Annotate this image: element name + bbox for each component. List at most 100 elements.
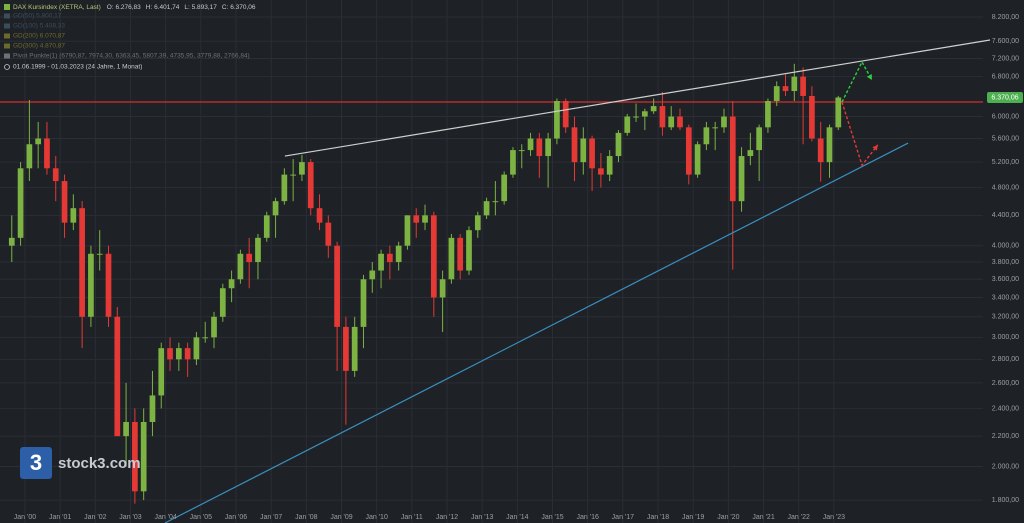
y-tick-label: 2.000,00: [992, 463, 1019, 470]
candle-body: [96, 253, 103, 255]
candle-body: [351, 326, 358, 371]
candle-body: [307, 162, 314, 209]
candle-body: [149, 395, 156, 422]
candle-body: [52, 168, 59, 182]
candle-body: [668, 116, 675, 128]
candle-body: [325, 222, 332, 246]
x-tick-label: Jan '01: [49, 514, 71, 521]
candle-body: [765, 100, 771, 128]
candle-body: [826, 127, 833, 163]
candle-body: [17, 168, 24, 238]
x-tick-label: Jan '09: [330, 514, 352, 521]
grid: [0, 0, 983, 523]
candle-body: [70, 208, 77, 223]
candle-body: [439, 279, 446, 298]
candle-body: [167, 348, 173, 360]
x-tick-label: Jan '16: [577, 514, 599, 521]
arrow: [841, 101, 879, 167]
candle-body: [598, 168, 604, 175]
y-tick-label: 3.000,00: [992, 334, 1019, 341]
candle-body: [712, 127, 719, 129]
candle-body: [580, 138, 587, 163]
candle-body: [703, 127, 710, 145]
y-tick-label: 1.800,00: [992, 497, 1019, 504]
x-tick-label: Jan '04: [154, 514, 176, 521]
x-tick-label: Jan '14: [506, 514, 528, 521]
x-tick-label: Jan '08: [295, 514, 317, 521]
indicator-swatch: [4, 53, 10, 59]
candle-body: [123, 421, 129, 437]
clock-icon: [4, 64, 10, 70]
candle-body: [677, 116, 683, 128]
x-tick-label: Jan '17: [612, 514, 634, 521]
y-tick-label: 6.000,00: [992, 113, 1019, 120]
indicator-swatch: [4, 33, 10, 39]
candle-body: [606, 156, 613, 175]
candle-body: [255, 237, 261, 263]
candle-body: [659, 106, 666, 128]
header-title: DAX Kursindex (XETRA, Last): [13, 4, 101, 11]
candle-body: [413, 215, 420, 223]
candle-body: [219, 288, 226, 317]
y-tick-label: 3.200,00: [992, 314, 1019, 321]
candle-body: [773, 86, 780, 101]
y-tick-label: 6.800,00: [992, 74, 1019, 81]
indicator-text: Pivot Punkte(1) (6790,87, 7974,30, 6363,…: [13, 53, 250, 60]
x-tick-label: Jan '23: [823, 514, 845, 521]
ohlc-value: H: 6.401,74: [146, 4, 180, 11]
header: DAX Kursindex (XETRA, Last) GD(50) 5.800…: [4, 4, 250, 71]
watermark: 3 stock3.com: [20, 447, 141, 479]
watermark-text: stock3.com: [58, 455, 141, 472]
y-tick-label: 5.200,00: [992, 159, 1019, 166]
candle-body: [105, 253, 112, 317]
candle-body: [685, 127, 692, 175]
x-tick-label: Jan '19: [682, 514, 704, 521]
x-tick-label: Jan '10: [365, 514, 387, 521]
candle-body: [501, 174, 508, 202]
y-tick-label: 3.600,00: [992, 276, 1019, 283]
candle-body: [369, 270, 376, 280]
y-tick-label: 7.200,00: [992, 55, 1019, 62]
candle-body: [334, 245, 340, 327]
x-tick-label: Jan '06: [225, 514, 247, 521]
candle-body: [527, 138, 534, 151]
y-tick-label: 2.800,00: [992, 356, 1019, 363]
candle-body: [466, 230, 472, 271]
candle-body: [61, 181, 68, 223]
candle-body: [88, 253, 94, 317]
icon: [4, 4, 10, 10]
y-tick-label: 2.400,00: [992, 405, 1019, 412]
plot: [0, 39, 991, 523]
indicator-text: GD(50) 5.800,17: [13, 13, 62, 20]
indicator-swatch: [4, 43, 10, 49]
candle-body: [211, 316, 217, 338]
candle-body: [26, 144, 33, 169]
candle-body: [281, 174, 288, 202]
y-tick-label: 4.000,00: [992, 243, 1019, 250]
y-tick-label: 4.800,00: [992, 184, 1019, 191]
candle-body: [184, 348, 191, 360]
indicator-text: GD(200) 6.070,87: [13, 33, 65, 40]
indicator-text: GD(300) 4.870,87: [13, 43, 65, 50]
x-tick-label: Jan '15: [541, 514, 563, 521]
x-tick-label: Jan '21: [752, 514, 774, 521]
x-tick-label: Jan '02: [84, 514, 106, 521]
candle-body: [729, 116, 736, 202]
candle-body: [474, 215, 481, 231]
candle-body: [738, 156, 745, 202]
candle-body: [35, 138, 42, 145]
y-tick-label: 8.200,00: [992, 14, 1019, 21]
candle-body: [272, 201, 279, 216]
arrow-head: [872, 144, 878, 151]
trendline: [164, 142, 909, 523]
x-tick-label: Jan '13: [471, 514, 493, 521]
candle-body: [483, 201, 490, 216]
candle-body: [756, 127, 763, 151]
candle-body: [571, 127, 578, 163]
candle-body: [343, 326, 349, 371]
period: 01.06.1999 - 01.03.2023 (24 Jahre, 1 Mon…: [13, 64, 142, 71]
trendline: [284, 39, 991, 157]
candle-body: [387, 253, 393, 263]
